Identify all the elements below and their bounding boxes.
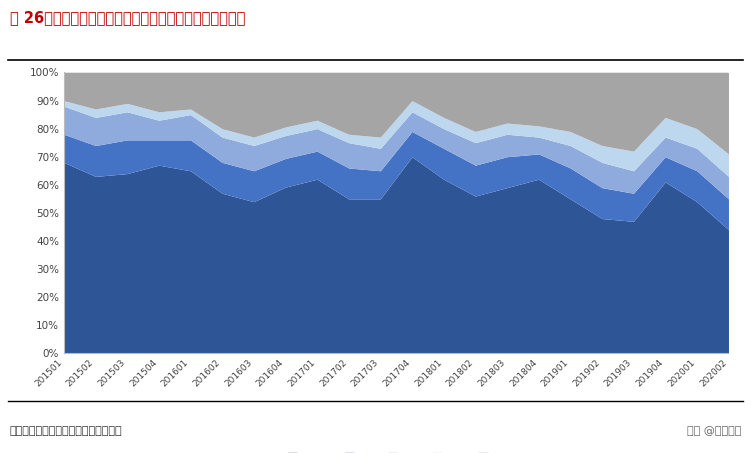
Text: 图 26：苹果公司的手机营收占比下降，服务营收占比提升: 图 26：苹果公司的手机营收占比下降，服务营收占比提升 (10, 10, 245, 25)
Legend: iPhone, Mac, iPad, 可穿戴等, 服务: iPhone, Mac, iPad, 可穿戴等, 服务 (284, 448, 508, 453)
Text: 资料来源：苹果财报，招商银行研究院: 资料来源：苹果财报，招商银行研究院 (10, 426, 122, 436)
Text: 头条 @未来智库: 头条 @未来智库 (687, 426, 741, 436)
